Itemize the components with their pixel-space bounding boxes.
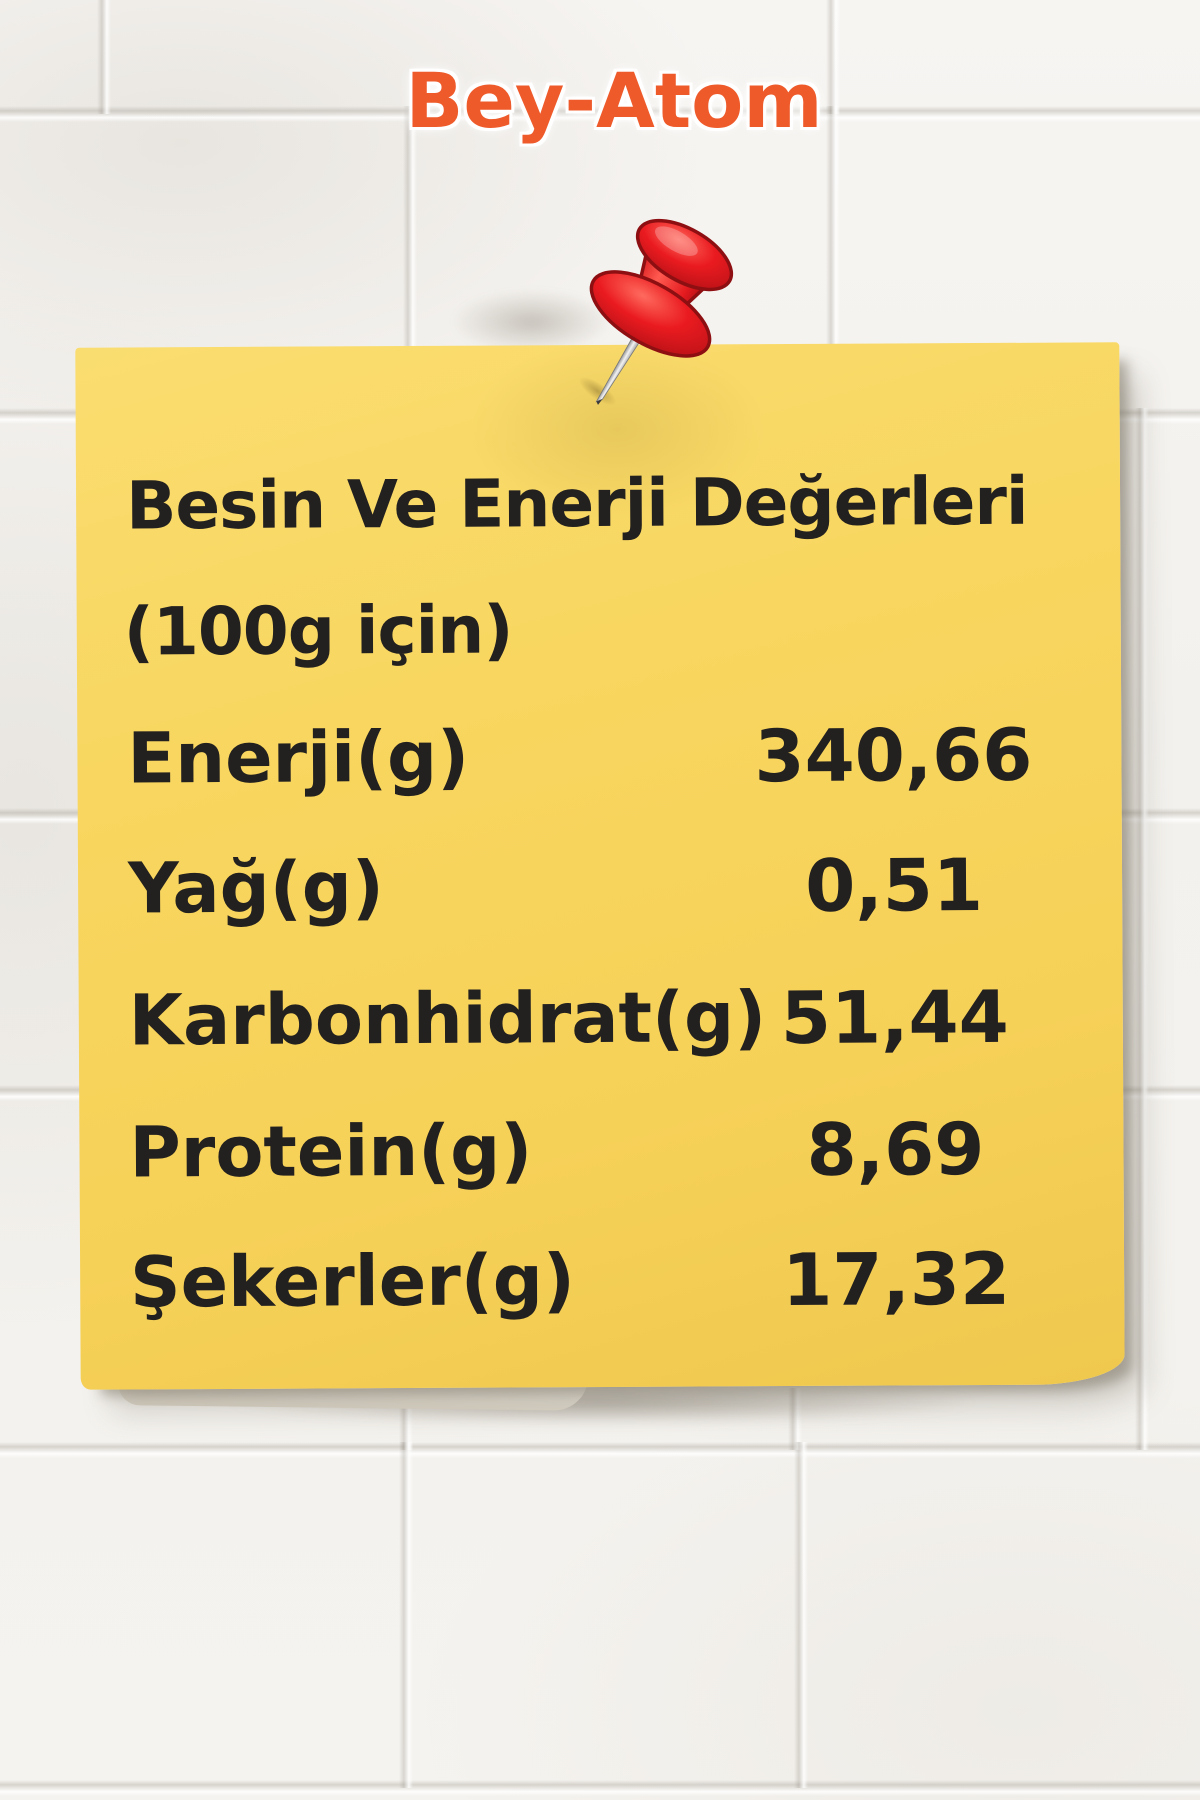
nutrition-row: Karbonhidrat(g) 51,44 [129,974,1084,1085]
nutrition-value: 0,51 [805,842,984,928]
pin-flange [589,270,712,358]
nutrition-value: 8,69 [806,1106,985,1192]
brand-title: Bey-Atom [405,56,823,145]
nutrition-label: Karbonhidrat(g) [128,976,767,1062]
tile-grout-line-v [1135,408,1149,1450]
nutrition-label: Protein(g) [129,1109,533,1194]
note-title-line1: Besin Ve Enerji Değerleri [125,462,1028,545]
tile-grout-line-v [788,1388,802,1450]
nutrition-label: Şekerler(g) [129,1239,576,1324]
nutrition-value: 340,66 [754,712,1033,799]
tile-grout-line-v [403,106,417,416]
tile-grout-line-v [826,0,840,114]
tile-grout-line-v [97,0,111,114]
tile-grout-line-h [0,1780,1200,1796]
nutrition-value: 17,32 [782,1236,1011,1323]
tile-grout-line-v [826,106,840,416]
pin-cap [635,218,734,292]
sticky-note: Besin Ve Enerji Değerleri (100g için) En… [75,338,1125,1390]
tile-grout-line-h [0,106,1200,122]
nutrition-value: 51,44 [780,974,1009,1061]
pin-needle-tip [596,399,603,405]
tile-grout-line-v [399,1442,413,1788]
nutrition-label: Yağ(g) [127,846,385,930]
nutrition-row: Şekerler(g) 17,32 [129,1236,1085,1347]
nutrition-row: Yağ(g) 0,51 [127,842,1083,953]
nutrition-row: Enerji(g) 340,66 [127,712,1082,823]
tile-grout-line-v [794,1442,808,1788]
tile-grout-line-h [0,1442,1200,1458]
note-title-line2: (100g için) [123,591,513,671]
pin-cap-highlight [654,226,698,256]
nutrition-row: Protein(g) 8,69 [129,1106,1084,1217]
red-push-pin-icon [589,218,734,405]
nutrition-label: Enerji(g) [127,715,470,800]
pin-shadow [452,290,612,354]
